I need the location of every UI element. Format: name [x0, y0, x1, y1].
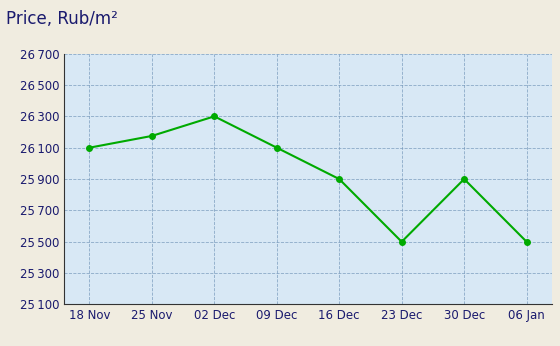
Text: Price, Rub/m²: Price, Rub/m² — [6, 10, 118, 28]
